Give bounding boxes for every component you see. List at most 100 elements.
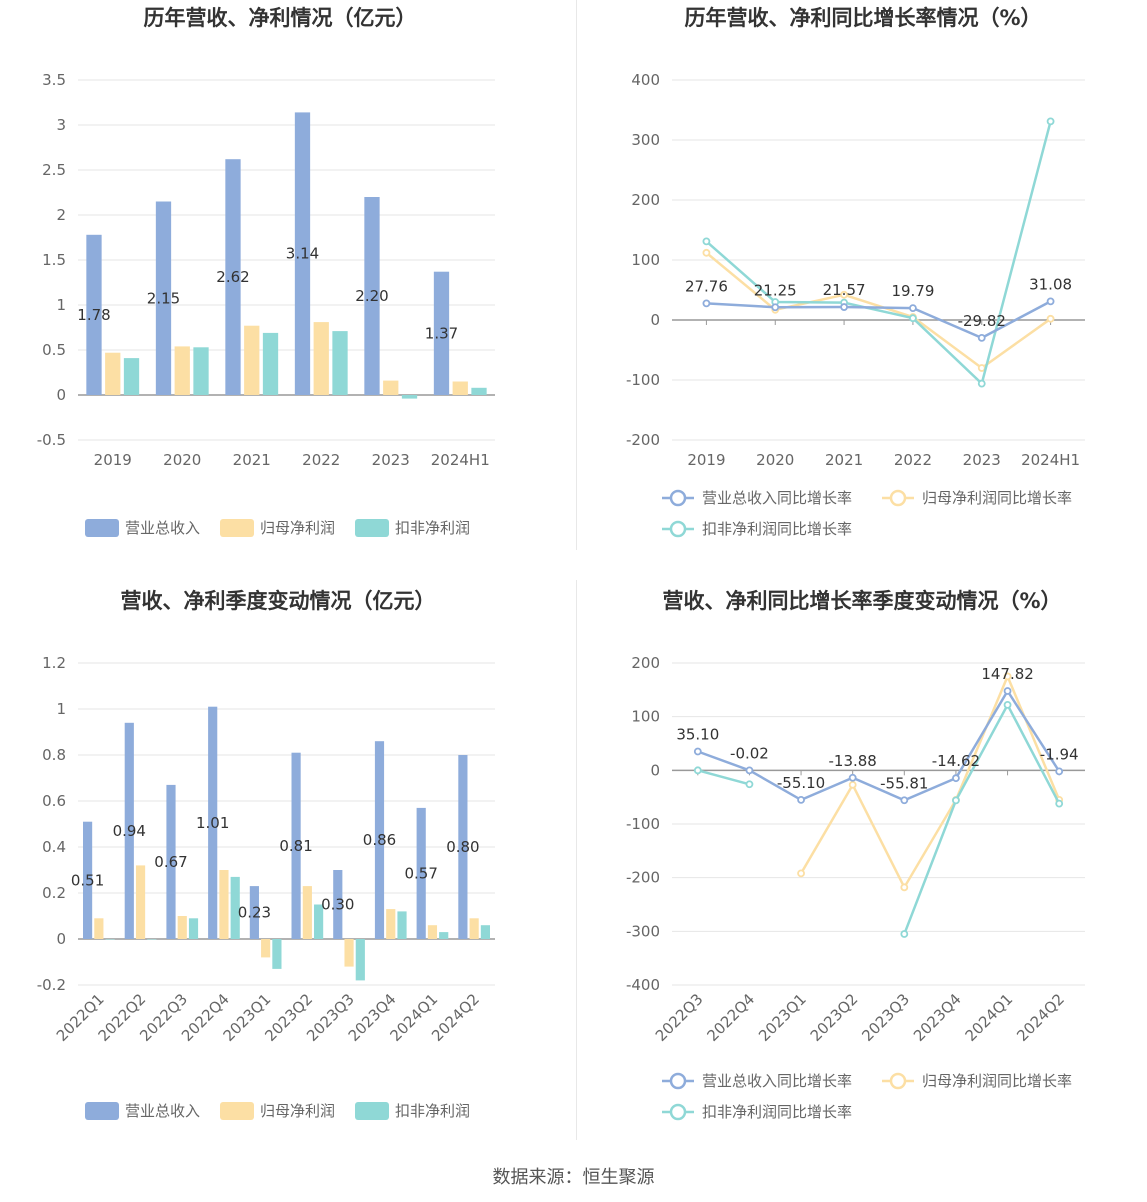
legend-label: 营业总收入同比增长率 <box>702 489 852 507</box>
data-label: -55.10 <box>777 774 825 792</box>
x-tick-label: 2022Q3 <box>652 990 707 1045</box>
series-line-net-profit-growth <box>705 251 1052 370</box>
x-tick-label: 2019 <box>687 451 725 469</box>
data-label: 2.62 <box>216 268 249 286</box>
y-tick-label: 300 <box>631 131 660 149</box>
bar-revenue <box>374 741 385 939</box>
legend-swatch <box>85 519 119 537</box>
data-point-net-profit-growth <box>977 364 986 372</box>
data-point-net-profit-growth <box>797 869 805 878</box>
bar-revenue <box>433 271 450 395</box>
bar-revenue <box>208 706 218 939</box>
x-tick-label: 2024H1 <box>1021 451 1080 469</box>
data-label: -0.02 <box>730 744 769 762</box>
x-tick-label: 2024H1 <box>431 451 490 469</box>
bar-revenue <box>124 722 134 939</box>
bar-revenue <box>225 159 241 395</box>
series-line-deducted-profit-growth <box>697 702 1061 935</box>
legend-marker <box>669 1103 687 1121</box>
y-tick-label: -0.2 <box>37 976 66 994</box>
x-tick-label: 2022 <box>302 451 340 469</box>
x-tick-label: 2021 <box>233 451 271 469</box>
bar-net-profit <box>427 925 438 939</box>
legend-swatch <box>220 1102 254 1120</box>
y-tick-label: 200 <box>631 191 660 209</box>
legend-swatch <box>355 1102 389 1120</box>
data-label: 0.67 <box>154 853 187 871</box>
y-tick-label: 0 <box>650 311 660 329</box>
data-label: 0.57 <box>404 864 437 882</box>
bar-deducted-profit <box>105 939 115 940</box>
x-tick-label: 2024Q2 <box>1013 990 1068 1045</box>
bar-net-profit <box>313 322 329 395</box>
bar-revenue <box>416 807 426 939</box>
bar-net-profit <box>469 918 479 939</box>
data-label: 147.82 <box>981 665 1034 683</box>
bar-deducted-profit <box>262 332 279 395</box>
bar-revenue <box>458 755 468 939</box>
bar-deducted-profit <box>272 939 282 969</box>
bar-deducted-profit <box>147 939 157 940</box>
bar-net-profit <box>174 346 190 395</box>
x-tick-label: 2023 <box>963 451 1001 469</box>
bar-revenue <box>291 752 301 939</box>
y-tick-label: -100 <box>626 815 660 833</box>
data-label: 27.76 <box>685 277 728 295</box>
data-label: 3.14 <box>286 245 319 263</box>
bar-net-profit <box>386 909 396 939</box>
data-label: 0.81 <box>279 837 312 855</box>
bar-revenue <box>364 197 380 395</box>
data-label: 0.94 <box>113 822 146 840</box>
legend-label: 归母净利润同比增长率 <box>922 489 1072 507</box>
x-tick-label: 2020 <box>163 451 201 469</box>
x-tick-label: 2019 <box>94 451 132 469</box>
data-label: 1.01 <box>196 814 229 832</box>
legend-label: 扣非净利润 <box>395 519 470 537</box>
data-point-deducted-profit-growth <box>952 796 960 805</box>
legend-marker <box>669 489 687 507</box>
data-point-net-profit-growth <box>1046 314 1055 323</box>
bar-revenue <box>86 234 102 395</box>
bar-net-profit <box>177 916 187 939</box>
y-tick-label: 0.6 <box>42 792 66 810</box>
chart-title: 营收、净利同比增长率季度变动情况（%） <box>662 589 1061 613</box>
bar-net-profit <box>344 939 354 967</box>
y-tick-label: 0.2 <box>42 884 66 902</box>
chart-title: 历年营收、净利同比增长率情况（%） <box>684 6 1041 30</box>
series-line-deducted-profit-growth <box>705 121 1052 386</box>
data-point-deducted-profit-growth <box>1046 117 1055 126</box>
data-point-revenue-growth <box>797 796 805 804</box>
bar-net-profit <box>261 939 271 958</box>
legend-label: 扣非净利润同比增长率 <box>702 1103 852 1121</box>
bar-deducted-profit <box>332 331 348 395</box>
data-point-revenue-growth <box>909 304 917 313</box>
legend-label: 营业总收入同比增长率 <box>702 1072 852 1090</box>
y-tick-label: -100 <box>626 371 660 389</box>
legend-swatch <box>85 1102 119 1120</box>
data-point-revenue-growth <box>702 299 711 308</box>
legend-marker <box>889 489 907 507</box>
y-tick-label: 100 <box>631 251 660 269</box>
y-tick-label: 3.5 <box>42 71 66 89</box>
chart-quarterly-growth: 营收、净利同比增长率季度变动情况（%） -400 -300 -200 -100 0 100 2… <box>577 580 1147 1140</box>
data-label: 0.86 <box>363 831 396 849</box>
bar-deducted-profit <box>193 347 209 395</box>
x-tick-label: 2021 <box>825 451 863 469</box>
data-point-deducted-profit-growth <box>977 379 986 388</box>
data-point-net-profit-growth <box>848 780 857 789</box>
y-tick-label: 1.2 <box>42 654 66 672</box>
data-point-net-profit-growth <box>1003 672 1012 681</box>
bar-net-profit <box>383 380 399 395</box>
data-point-revenue-growth <box>1046 297 1055 306</box>
data-point-revenue-growth <box>771 303 780 312</box>
y-tick-label: 100 <box>631 708 660 726</box>
legend-label: 归母净利润 <box>260 1102 335 1120</box>
data-point-revenue-growth <box>952 774 960 783</box>
legend-label: 扣非净利润 <box>395 1102 470 1120</box>
y-tick-label: 0 <box>56 386 66 404</box>
x-tick-label: 2022 <box>894 451 932 469</box>
vertical-divider-bottom <box>576 580 577 1140</box>
x-tick-label: 2020 <box>756 451 794 469</box>
x-tick-label: 2022Q4 <box>703 990 758 1045</box>
data-point-revenue-growth <box>693 747 702 756</box>
